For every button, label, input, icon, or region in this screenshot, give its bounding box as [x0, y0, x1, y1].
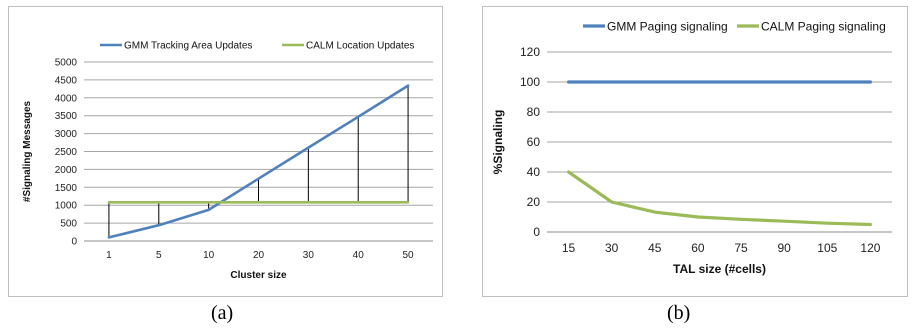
- chart-b-xtick-label: 75: [734, 241, 748, 255]
- chart-b: 0 20 40 60 80 100 120 15 30 45 60 75 90 105 120 TAL siz…: [480, 0, 914, 300]
- chart-b-xtick-label: 90: [778, 241, 792, 255]
- chart-a-ytick-label: 4000: [55, 93, 78, 104]
- chart-b-ytick-label: 100: [520, 75, 540, 89]
- chart-a: 0 500 1000 1500 2000 2500 3000 3500 4000 4500 5000…: [0, 0, 452, 300]
- chart-a-ytick-label: 2500: [55, 147, 78, 158]
- chart-b-xtick-label: 45: [648, 241, 662, 255]
- chart-b-xtick-label: 120: [860, 241, 880, 255]
- chart-a-ytick-label: 1000: [55, 201, 78, 212]
- chart-b-svg: 0 20 40 60 80 100 120 15 30 45 60 75 90 105 120 TAL siz…: [482, 6, 908, 297]
- chart-b-xtick-label: 105: [817, 241, 837, 255]
- chart-b-ytick-label: 0: [533, 225, 540, 239]
- chart-b-xaxis-title: TAL size (#cells): [673, 262, 766, 276]
- chart-a-ytick-label: 0: [71, 237, 77, 248]
- chart-a-svg: 0 500 1000 1500 2000 2500 3000 3500 4000 4500 5000…: [8, 6, 443, 297]
- chart-b-yaxis-title: %Signaling: [491, 110, 505, 175]
- chart-a-ytick-label: 5000: [55, 58, 78, 69]
- chart-b-xtick-label: 15: [562, 241, 576, 255]
- chart-b-xtick-label: 60: [691, 241, 705, 255]
- chart-a-series-line-1: [107, 84, 410, 239]
- chart-b-series-line-2: [566, 170, 872, 227]
- chart-a-ytick-label: 1500: [55, 183, 78, 194]
- chart-a-ytick-label: 4500: [55, 75, 78, 86]
- chart-a-legend-label-2: CALM Location Updates: [306, 41, 414, 52]
- chart-a-xtick-label: 20: [253, 250, 265, 261]
- chart-a-xtick-label: 30: [303, 250, 315, 261]
- chart-b-ytick-label: 60: [527, 135, 541, 149]
- chart-a-xtick-label: 10: [203, 250, 215, 261]
- chart-b-ytick-label: 20: [527, 195, 541, 209]
- chart-a-ytick-label: 2000: [55, 165, 78, 176]
- chart-a-xtick-label: 1: [106, 250, 112, 261]
- chart-a-xaxis-title: Cluster size: [230, 270, 287, 281]
- chart-b-ytick-label: 80: [527, 105, 541, 119]
- chart-a-xtick-label: 40: [353, 250, 365, 261]
- chart-a-yaxis-title: #Signaling Messages: [22, 100, 33, 202]
- chart-a-legend-label-1: GMM Tracking Area Updates: [124, 41, 252, 52]
- caption-b: (b): [667, 302, 691, 324]
- caption-a: (a): [211, 302, 234, 324]
- chart-b-legend-label-1: GMM Paging signaling: [607, 19, 728, 33]
- chart-b-ytick-label: 120: [520, 45, 540, 59]
- chart-a-xtick-label: 50: [403, 250, 415, 261]
- chart-b-ytick-label: 40: [527, 165, 541, 179]
- chart-a-ytick-label: 3500: [55, 111, 78, 122]
- chart-b-xtick-label: 30: [605, 241, 619, 255]
- chart-b-frame: [482, 6, 908, 297]
- chart-a-ytick-label: 3000: [55, 129, 78, 140]
- chart-b-legend-label-2: CALM Paging signaling: [761, 19, 886, 33]
- chart-a-ytick-label: 500: [60, 219, 77, 230]
- chart-a-xtick-label: 5: [156, 250, 162, 261]
